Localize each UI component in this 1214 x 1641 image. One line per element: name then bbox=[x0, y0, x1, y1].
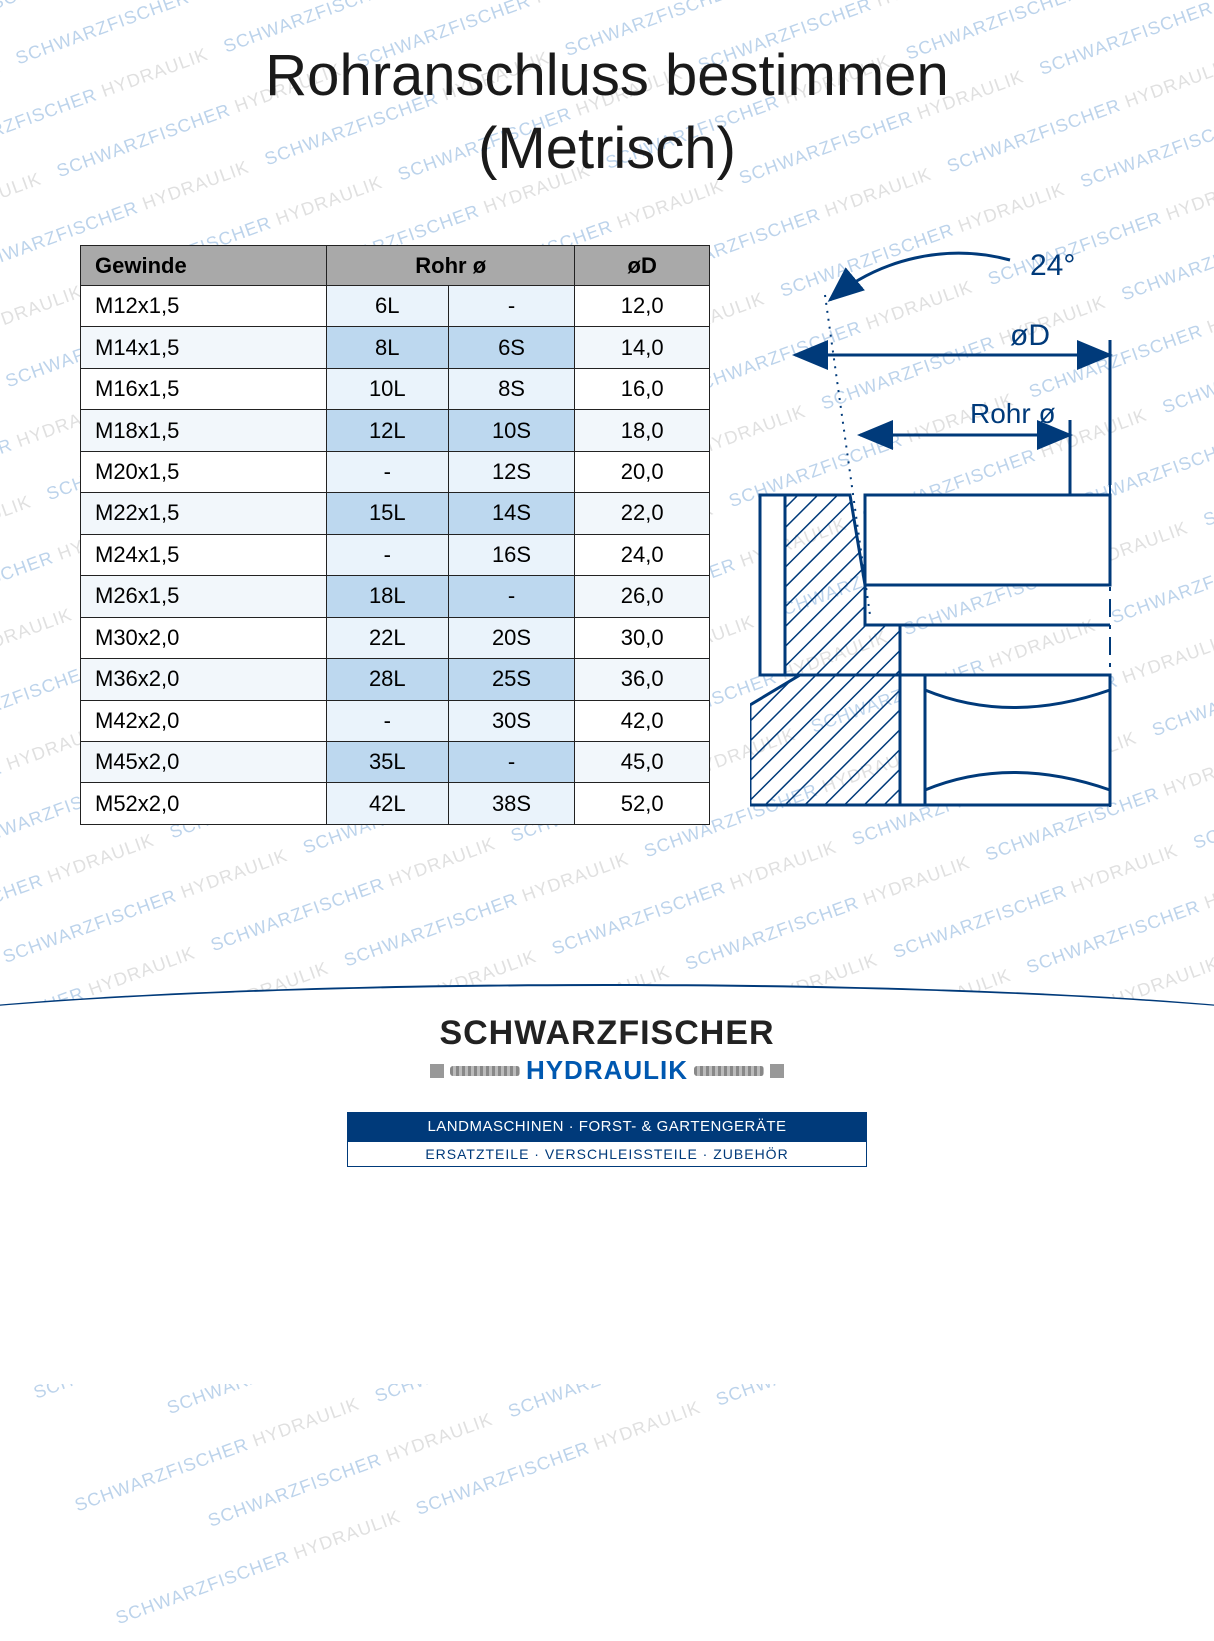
table-row: M18x1,512L10S18,0 bbox=[81, 410, 710, 451]
table-row: M24x1,5-16S24,0 bbox=[81, 534, 710, 575]
cell-gewinde: M12x1,5 bbox=[81, 286, 327, 327]
cell-gewinde: M24x1,5 bbox=[81, 534, 327, 575]
hose-icon bbox=[450, 1066, 520, 1076]
cell-gewinde: M45x2,0 bbox=[81, 741, 327, 782]
cell-rohrS: 16S bbox=[448, 534, 575, 575]
cell-d: 24,0 bbox=[575, 534, 710, 575]
cell-rohrL: 15L bbox=[326, 493, 448, 534]
cell-d: 22,0 bbox=[575, 493, 710, 534]
cell-rohrS: - bbox=[448, 286, 575, 327]
page-title: Rohranschluss bestimmen (Metrisch) bbox=[0, 0, 1214, 185]
cell-rohrL: - bbox=[326, 451, 448, 492]
cell-rohrS: 8S bbox=[448, 368, 575, 409]
cell-d: 52,0 bbox=[575, 783, 710, 825]
cell-d: 26,0 bbox=[575, 576, 710, 617]
cell-gewinde: M52x2,0 bbox=[81, 783, 327, 825]
cell-gewinde: M36x2,0 bbox=[81, 659, 327, 700]
footer: SCHWARZFISCHER HYDRAULIK LANDMASCHINEN ·… bbox=[0, 984, 1214, 1214]
cell-rohrL: - bbox=[326, 534, 448, 575]
table-row: M14x1,58L6S14,0 bbox=[81, 327, 710, 368]
title-line-2: (Metrisch) bbox=[478, 116, 736, 181]
fitting-diagram: 24° øD Rohr ø bbox=[750, 245, 1130, 825]
cell-rohrS: 20S bbox=[448, 617, 575, 658]
cell-gewinde: M20x1,5 bbox=[81, 451, 327, 492]
cell-rohrS: - bbox=[448, 576, 575, 617]
hose-fitting-icon bbox=[770, 1064, 784, 1078]
title-line-1: Rohranschluss bestimmen bbox=[265, 43, 948, 108]
cell-rohrL: 35L bbox=[326, 741, 448, 782]
table-row: M22x1,515L14S22,0 bbox=[81, 493, 710, 534]
cell-gewinde: M30x2,0 bbox=[81, 617, 327, 658]
table-row: M20x1,5-12S20,0 bbox=[81, 451, 710, 492]
hose-fitting-icon bbox=[430, 1064, 444, 1078]
tagline-bottom: ERSATZTEILE · VERSCHLEISSTEILE · ZUBEHÖR bbox=[347, 1142, 867, 1167]
cell-rohrL: 6L bbox=[326, 286, 448, 327]
cell-rohrS: 30S bbox=[448, 700, 575, 741]
cell-rohrL: 18L bbox=[326, 576, 448, 617]
table-row: M30x2,022L20S30,0 bbox=[81, 617, 710, 658]
cell-rohrS: 10S bbox=[448, 410, 575, 451]
cell-rohrS: 12S bbox=[448, 451, 575, 492]
brand-sub: HYDRAULIK bbox=[526, 1055, 688, 1086]
cell-rohrS: 38S bbox=[448, 783, 575, 825]
tagline-top: LANDMASCHINEN · FORST- & GARTENGERÄTE bbox=[347, 1112, 867, 1142]
cell-gewinde: M16x1,5 bbox=[81, 368, 327, 409]
cell-gewinde: M14x1,5 bbox=[81, 327, 327, 368]
cell-rohrL: - bbox=[326, 700, 448, 741]
table-row: M52x2,042L38S52,0 bbox=[81, 783, 710, 825]
cell-rohrS: 6S bbox=[448, 327, 575, 368]
cell-gewinde: M26x1,5 bbox=[81, 576, 327, 617]
cell-gewinde: M18x1,5 bbox=[81, 410, 327, 451]
col-gewinde: Gewinde bbox=[81, 246, 327, 286]
table-row: M16x1,510L8S16,0 bbox=[81, 368, 710, 409]
cell-rohrL: 8L bbox=[326, 327, 448, 368]
spec-table: Gewinde Rohr ø øD M12x1,56L-12,0M14x1,58… bbox=[80, 245, 710, 825]
rohr-label: Rohr ø bbox=[970, 398, 1056, 429]
tagline-box: LANDMASCHINEN · FORST- & GARTENGERÄTE ER… bbox=[347, 1112, 867, 1167]
cell-d: 14,0 bbox=[575, 327, 710, 368]
cell-rohrS: 14S bbox=[448, 493, 575, 534]
table-row: M26x1,518L-26,0 bbox=[81, 576, 710, 617]
cell-gewinde: M42x2,0 bbox=[81, 700, 327, 741]
table-row: M42x2,0-30S42,0 bbox=[81, 700, 710, 741]
cell-d: 42,0 bbox=[575, 700, 710, 741]
cell-rohrS: - bbox=[448, 741, 575, 782]
cell-d: 12,0 bbox=[575, 286, 710, 327]
cell-d: 16,0 bbox=[575, 368, 710, 409]
cell-d: 30,0 bbox=[575, 617, 710, 658]
cell-rohrL: 10L bbox=[326, 368, 448, 409]
cell-rohrL: 42L bbox=[326, 783, 448, 825]
od-label: øD bbox=[1010, 319, 1050, 352]
cell-rohrS: 25S bbox=[448, 659, 575, 700]
hose-icon bbox=[694, 1066, 764, 1076]
cell-gewinde: M22x1,5 bbox=[81, 493, 327, 534]
cell-rohrL: 28L bbox=[326, 659, 448, 700]
cell-d: 45,0 bbox=[575, 741, 710, 782]
cell-rohrL: 22L bbox=[326, 617, 448, 658]
cell-d: 36,0 bbox=[575, 659, 710, 700]
cell-d: 18,0 bbox=[575, 410, 710, 451]
angle-label: 24° bbox=[1030, 249, 1075, 282]
col-rohr: Rohr ø bbox=[326, 246, 574, 286]
brand-name: SCHWARZFISCHER bbox=[0, 1014, 1214, 1053]
table-row: M36x2,028L25S36,0 bbox=[81, 659, 710, 700]
cell-d: 20,0 bbox=[575, 451, 710, 492]
col-od: øD bbox=[575, 246, 710, 286]
table-row: M45x2,035L-45,0 bbox=[81, 741, 710, 782]
table-row: M12x1,56L-12,0 bbox=[81, 286, 710, 327]
cell-rohrL: 12L bbox=[326, 410, 448, 451]
